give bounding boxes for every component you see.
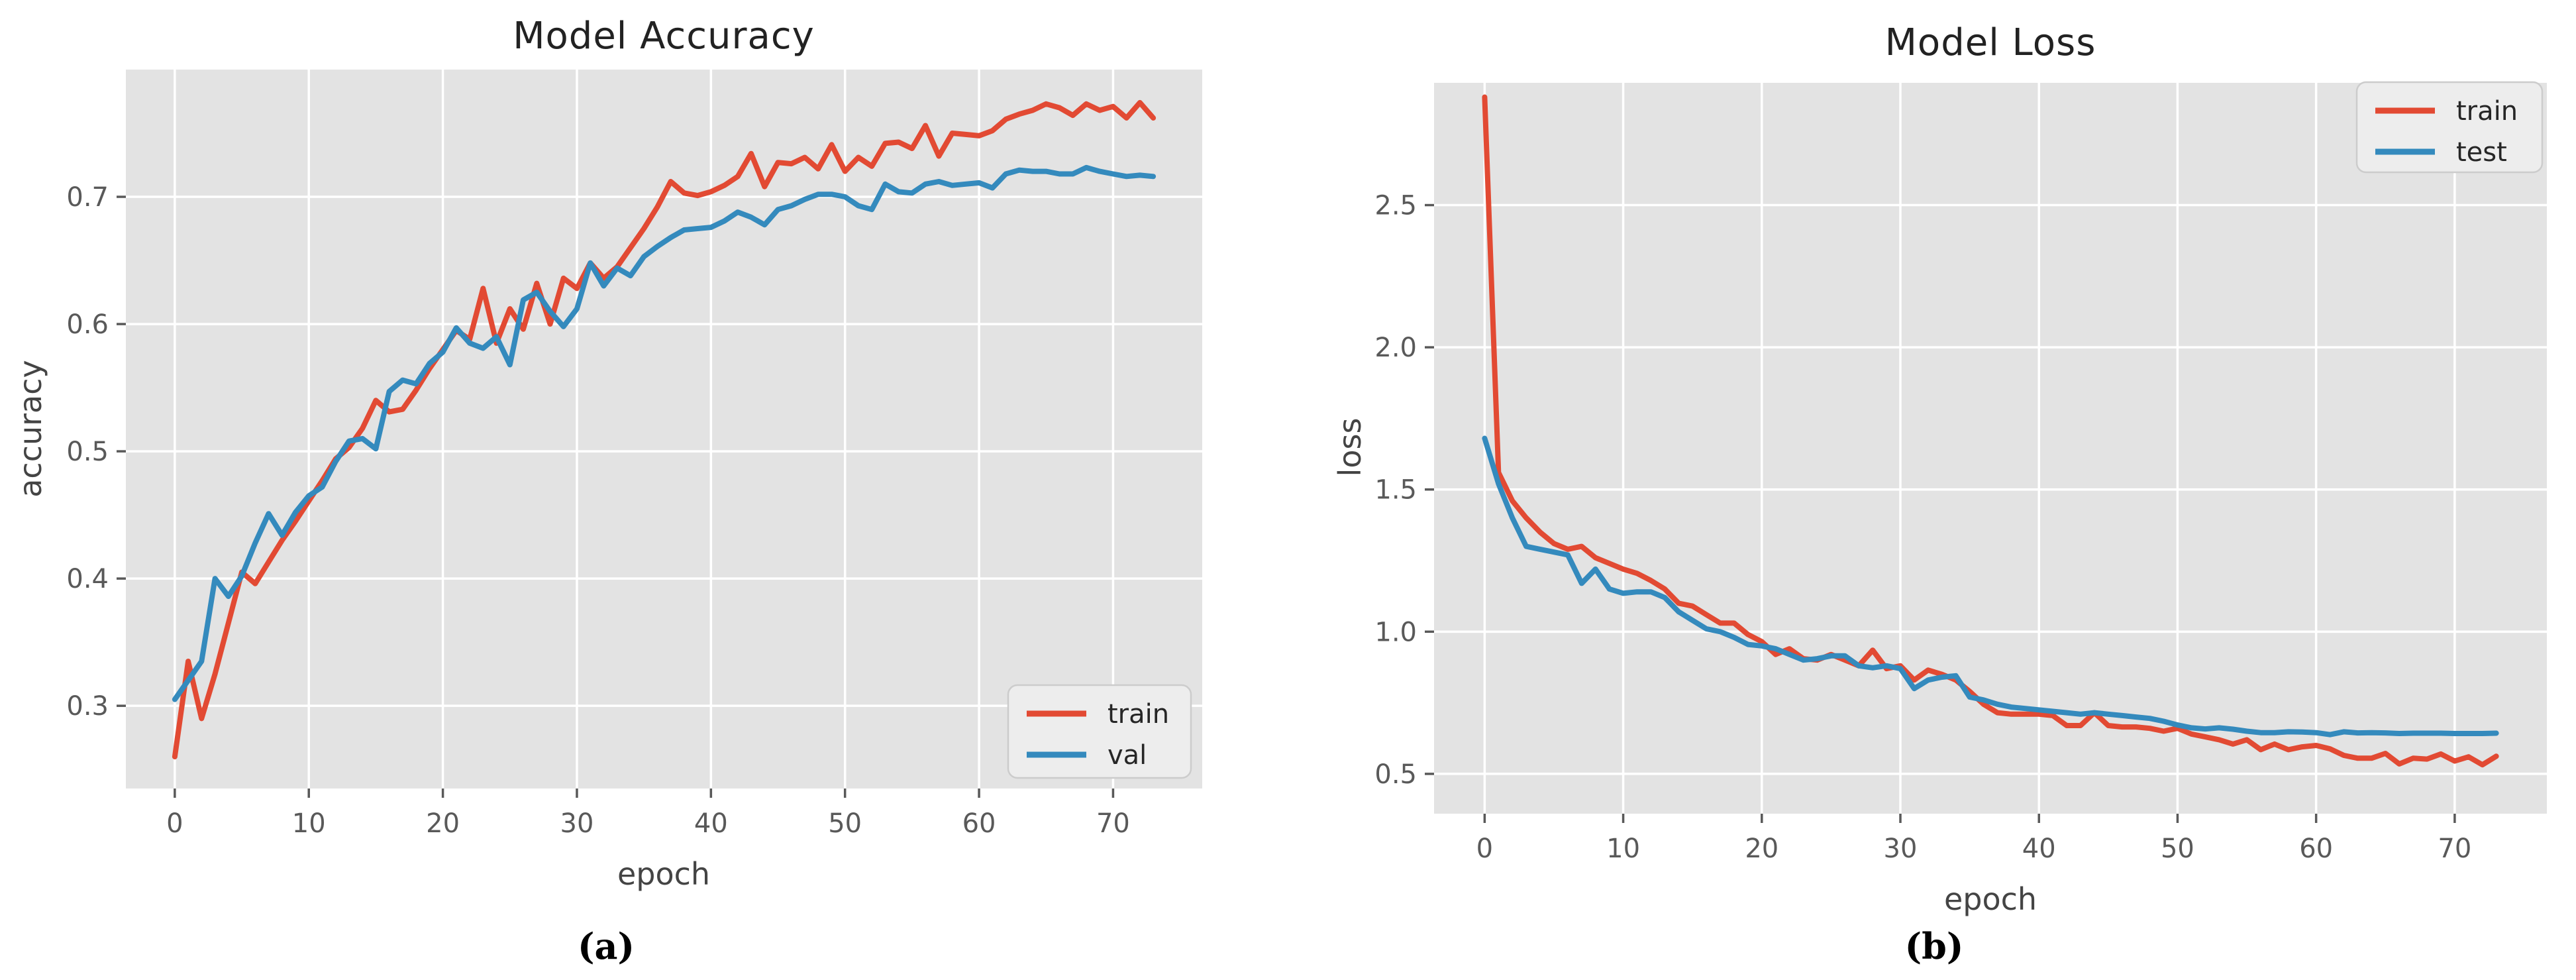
y-tick-label: 2.0 <box>1374 333 1417 363</box>
x-tick-label: 30 <box>560 808 594 839</box>
legend-label-test: test <box>2456 137 2507 168</box>
accuracy-y-axis-label: accuracy <box>13 360 48 498</box>
legend-label-train: train <box>2456 96 2518 127</box>
loss-x-axis-label: epoch <box>1943 881 2037 917</box>
y-tick-label: 0.3 <box>66 691 109 722</box>
x-tick-label: 0 <box>166 808 183 839</box>
x-tick-label: 70 <box>2438 834 2471 864</box>
y-tick-label: 0.6 <box>66 309 109 340</box>
loss-chart-title: Model Loss <box>1884 21 2096 64</box>
x-tick-label: 10 <box>292 808 326 839</box>
series-line-train <box>1482 94 2499 768</box>
y-tick-label: 0.7 <box>66 182 109 213</box>
loss-chart-plot: 0 10 20 30 40 50 60 70 0.5 1.0 1.5 2.0 2.5 train test <box>1374 81 2547 864</box>
y-tick-label: 0.5 <box>1374 759 1417 790</box>
x-tick-label: 30 <box>1884 834 1918 864</box>
x-tick-label: 40 <box>694 808 728 839</box>
series-line-test <box>1482 435 2499 737</box>
loss-y-axis-label: loss <box>1332 417 1368 477</box>
series-line-val <box>172 164 1157 702</box>
plot-area <box>126 70 1202 789</box>
accuracy-chart-title: Model Accuracy <box>513 15 815 58</box>
x-tick-label: 10 <box>1606 834 1640 864</box>
y-tick-label: 0.5 <box>66 437 109 467</box>
y-tick-label: 1.5 <box>1374 475 1417 506</box>
x-tick-label: 20 <box>426 808 460 839</box>
accuracy-chart-plot: 0 10 20 30 40 50 60 70 0.3 0.4 0.5 0.6 0.7 train val <box>66 70 1202 839</box>
subfigure-a-caption: (a) <box>577 925 635 967</box>
y-tick-label: 1.0 <box>1374 617 1417 647</box>
legend-label-val: val <box>1108 740 1147 771</box>
y-tick-label: 0.4 <box>66 564 109 594</box>
x-tick-label: 40 <box>2022 834 2056 864</box>
subfigure-b-caption: (b) <box>1904 925 1964 967</box>
accuracy-x-axis-label: epoch <box>617 856 711 892</box>
x-tick-label: 50 <box>828 808 862 839</box>
x-tick-label: 0 <box>1476 834 1493 864</box>
y-tick-label: 2.5 <box>1374 191 1417 221</box>
x-tick-label: 70 <box>1096 808 1130 839</box>
x-tick-label: 20 <box>1745 834 1778 864</box>
x-tick-label: 60 <box>2299 834 2333 864</box>
x-tick-label: 50 <box>2161 834 2194 864</box>
legend-label-train: train <box>1108 699 1169 730</box>
x-tick-label: 60 <box>962 808 996 839</box>
